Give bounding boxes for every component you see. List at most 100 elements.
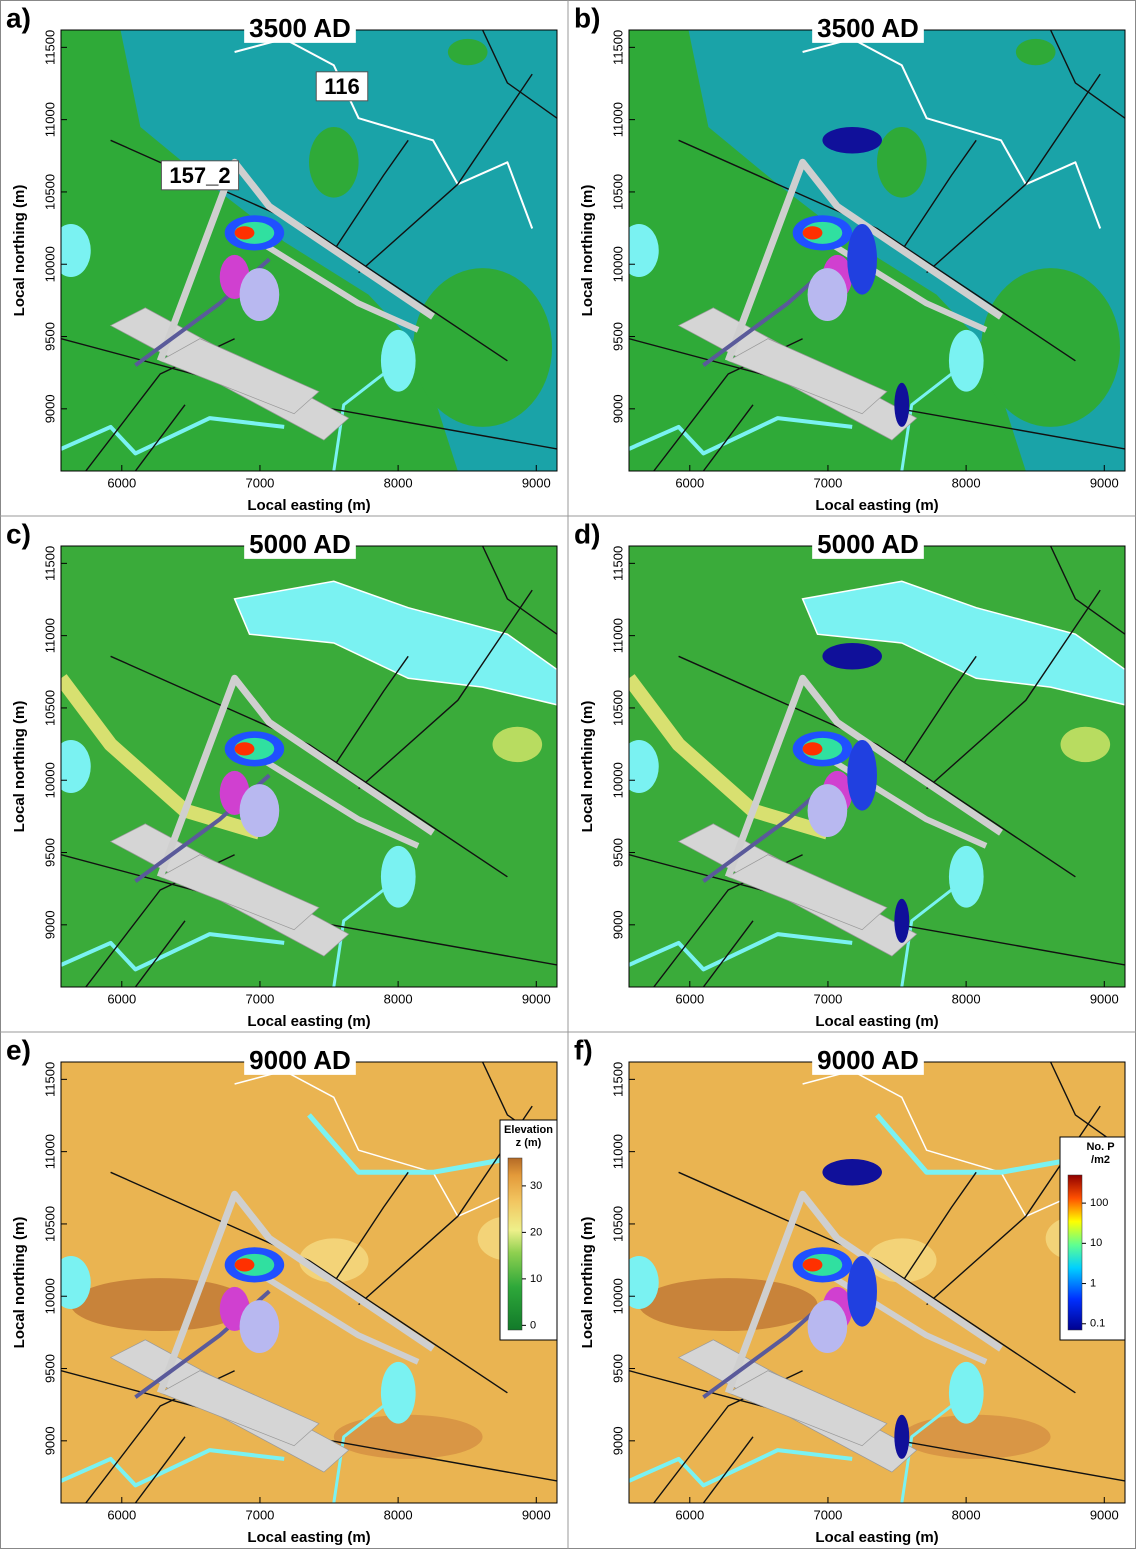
- y-tick-label: 9000: [610, 1426, 625, 1455]
- y-tick-label: 11000: [42, 618, 57, 653]
- y-tick-label: 11000: [610, 618, 625, 653]
- lake: [381, 1362, 416, 1424]
- y-tick-label: 10000: [42, 1278, 57, 1314]
- highland: [493, 727, 543, 762]
- legend-title: /m2: [1091, 1154, 1110, 1166]
- y-tick-label: 11000: [610, 102, 625, 137]
- colorbar-tick-label: 0: [530, 1319, 536, 1331]
- y-tick-label: 10500: [610, 1206, 625, 1242]
- x-tick-label: 8000: [952, 1507, 981, 1522]
- map: [51, 546, 557, 987]
- colorbar-tick-label: 1: [1090, 1277, 1096, 1289]
- map: [619, 30, 1125, 471]
- highland: [1061, 727, 1111, 762]
- x-tick-label: 8000: [384, 991, 413, 1006]
- panel-label: e): [6, 1034, 31, 1065]
- y-tick-label: 10500: [610, 690, 625, 726]
- y-tick-label: 10000: [42, 246, 57, 282]
- map: [619, 546, 1125, 987]
- y-tick-label: 11000: [610, 1134, 625, 1169]
- panel-title: 5000 AD: [817, 529, 919, 559]
- panel-label: b): [574, 2, 600, 33]
- panel-label: a): [6, 2, 31, 33]
- y-tick-label: 9000: [42, 1426, 57, 1455]
- panel-title: 3500 AD: [817, 13, 919, 43]
- y-tick-label: 9000: [42, 910, 57, 939]
- land: [413, 268, 552, 427]
- island: [448, 39, 488, 65]
- land: [981, 268, 1120, 427]
- lake: [381, 330, 416, 392]
- y-tick-label: 9000: [610, 394, 625, 423]
- lake: [949, 846, 984, 908]
- panel: 6000 7000 8000 9000 9000 9500 10000 10500 11000 1…: [574, 2, 1125, 514]
- x-axis-label: Local easting (m): [247, 1529, 370, 1546]
- figure: 6000 7000 8000 9000 9000 9500 10000 10500 11000 1…: [0, 0, 1136, 1549]
- y-axis-label: Local northing (m): [579, 1217, 596, 1349]
- x-tick-label: 6000: [675, 1507, 704, 1522]
- lowland: [902, 1415, 1051, 1459]
- panel-title: 5000 AD: [249, 529, 351, 559]
- x-tick-label: 7000: [245, 991, 274, 1006]
- x-tick-label: 8000: [952, 475, 981, 490]
- annotation: 116: [324, 74, 360, 99]
- deposit: [240, 268, 280, 321]
- x-tick-label: 8000: [384, 1507, 413, 1522]
- plume: [235, 742, 255, 755]
- map: [51, 1062, 557, 1503]
- legend-title: No. P: [1086, 1141, 1114, 1153]
- y-tick-label: 10000: [610, 1278, 625, 1314]
- y-axis-label: Local northing (m): [11, 185, 28, 317]
- x-tick-label: 7000: [813, 991, 842, 1006]
- deposit: [240, 784, 280, 837]
- y-tick-label: 10500: [610, 174, 625, 210]
- y-tick-label: 10000: [42, 762, 57, 798]
- x-tick-label: 9000: [1090, 475, 1119, 490]
- y-tick-label: 9500: [610, 322, 625, 351]
- y-tick-label: 11500: [42, 1062, 57, 1097]
- y-tick-label: 11500: [610, 1062, 625, 1097]
- colorbar-tick-label: 0.1: [1090, 1318, 1105, 1330]
- plume: [847, 1256, 877, 1327]
- particles: [822, 643, 882, 669]
- colorbar-tick-label: 30: [530, 1180, 542, 1192]
- y-tick-label: 10000: [610, 246, 625, 282]
- land: [877, 127, 927, 198]
- x-tick-label: 7000: [245, 1507, 274, 1522]
- plume: [803, 742, 823, 755]
- lake: [949, 330, 984, 392]
- panel-label: c): [6, 518, 31, 549]
- x-tick-label: 6000: [675, 475, 704, 490]
- map: [619, 1062, 1125, 1503]
- x-tick-label: 6000: [675, 991, 704, 1006]
- panel-label: d): [574, 518, 600, 549]
- y-tick-label: 11500: [610, 30, 625, 65]
- plume: [235, 1258, 255, 1271]
- deposit: [808, 784, 848, 837]
- x-axis-label: Local easting (m): [247, 497, 370, 514]
- deposit: [808, 268, 848, 321]
- particles: [894, 1415, 909, 1459]
- colorbar: [508, 1158, 522, 1330]
- x-tick-label: 7000: [813, 475, 842, 490]
- deposit: [240, 1300, 280, 1353]
- x-tick-label: 6000: [107, 991, 136, 1006]
- deposit: [808, 1300, 848, 1353]
- panel-title: 9000 AD: [249, 1045, 351, 1075]
- plume: [803, 226, 823, 239]
- panel: 6000700080009000900095001000010500110001…: [6, 1034, 557, 1546]
- x-axis-label: Local easting (m): [815, 1013, 938, 1030]
- legend-title: z (m): [516, 1137, 542, 1149]
- colorbar-tick-label: 20: [530, 1226, 542, 1238]
- y-tick-label: 9500: [610, 838, 625, 867]
- panel-label: f): [574, 1034, 593, 1065]
- x-tick-label: 6000: [107, 1507, 136, 1522]
- y-tick-label: 11000: [42, 1134, 57, 1169]
- particles: [894, 899, 909, 943]
- x-tick-label: 9000: [522, 991, 551, 1006]
- plume: [235, 226, 255, 239]
- x-tick-label: 9000: [1090, 991, 1119, 1006]
- map: [51, 30, 557, 471]
